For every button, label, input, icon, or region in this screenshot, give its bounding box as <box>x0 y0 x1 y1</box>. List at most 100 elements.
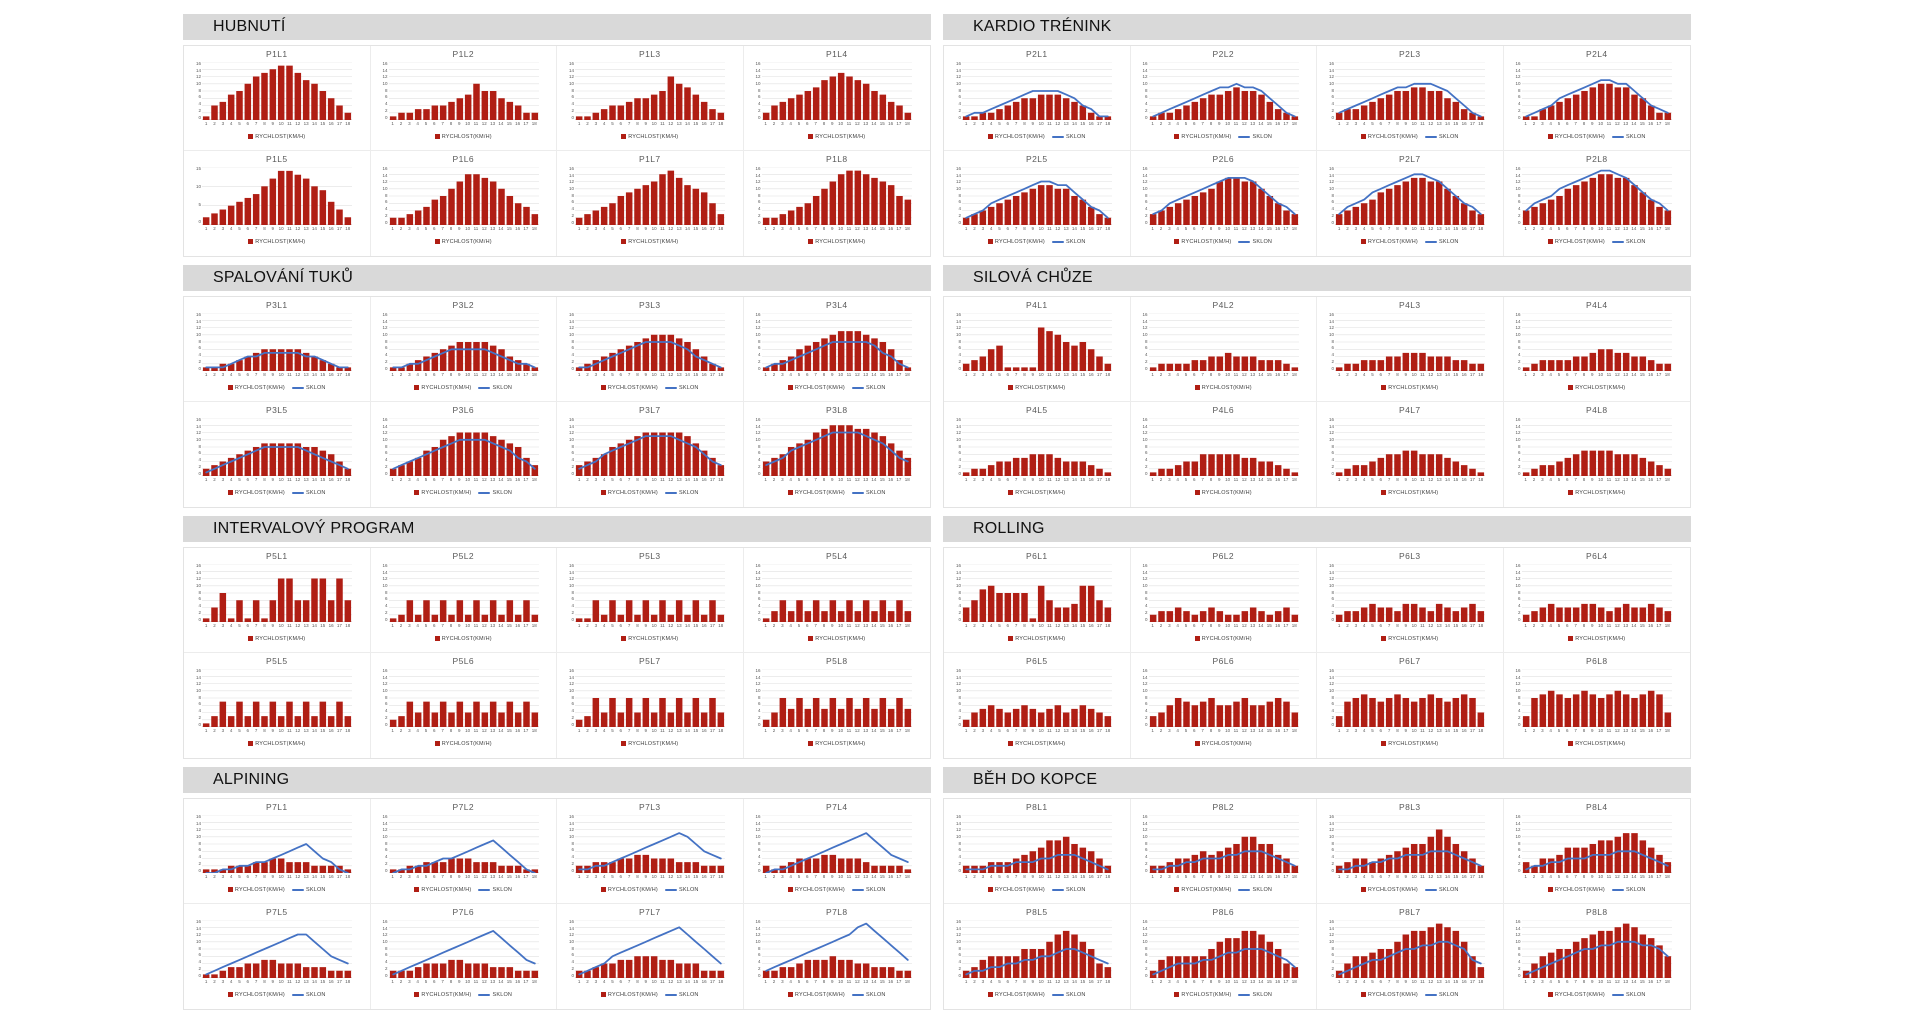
mini-chart: P1L4 16 14 12 10 8 6 4 2 0 1 2 3 4 5 6 7 8 9 10 11 12 13 14 15 16… <box>743 46 930 151</box>
speed-bar <box>650 712 658 727</box>
x-tick-label: 15 <box>693 623 699 628</box>
x-tick-label: 16 <box>515 623 521 628</box>
speed-bar <box>870 708 878 727</box>
x-tick-label: 6 <box>246 728 250 733</box>
x-tick-label: 13 <box>863 121 869 126</box>
x-tick-label: 16 <box>328 623 334 628</box>
speed-bar <box>211 607 218 622</box>
speed-bar <box>244 356 252 371</box>
x-tick-label: 7 <box>1201 874 1204 879</box>
y-tick-label: 2 <box>571 358 574 364</box>
speed-bar <box>762 865 769 873</box>
speed-bar <box>1266 941 1273 978</box>
y-tick-label: 10 <box>195 183 201 189</box>
x-tick-label: 3 <box>1541 979 1544 984</box>
y-tick-label: 14 <box>1515 67 1521 73</box>
speed-bar <box>667 959 675 978</box>
y-tick-label: 8 <box>384 840 388 846</box>
plot-area: 16 14 12 10 8 6 4 2 0 <box>559 919 741 978</box>
speed-bar <box>979 356 987 371</box>
x-tick-label: 16 <box>1461 226 1467 231</box>
speed-bar <box>464 174 471 225</box>
y-tick-label: 4 <box>958 854 961 860</box>
legend-item: SKLON <box>664 887 699 893</box>
speed-bar <box>600 862 608 873</box>
speed-bar <box>219 701 227 727</box>
x-tick-label: 2 <box>586 728 589 733</box>
speed-bar <box>1232 614 1240 622</box>
legend-label: SKLON <box>1625 991 1646 998</box>
x-tick-label: 17 <box>1283 728 1289 733</box>
y-tick-label: 0 <box>571 867 574 873</box>
slope-series-swatch <box>478 491 491 494</box>
speed-bar <box>294 862 302 873</box>
y-axis: 16 14 12 10 8 6 4 2 0 <box>377 312 389 371</box>
legend-item: RYCHLOST(KM/H) <box>600 887 658 893</box>
x-tick-label: 16 <box>888 121 894 126</box>
speed-bar <box>327 454 335 476</box>
x-tick-label: 1 <box>1524 979 1527 984</box>
legend-label: RYCHLOST(KM/H) <box>234 991 285 998</box>
x-tick-label: 7 <box>441 477 444 482</box>
speed-bar <box>887 708 894 727</box>
slope-line <box>965 948 1109 976</box>
x-tick-label: 13 <box>1063 121 1069 126</box>
y-tick-label: 6 <box>1517 701 1521 707</box>
x-tick-label: 11 <box>1047 477 1052 482</box>
chart-title: P2L2 <box>1212 49 1234 59</box>
chart-legend: RYCHLOST(KM/H) <box>1133 739 1315 748</box>
plot-canvas <box>202 62 352 120</box>
legend-label: RYCHLOST(KM/H) <box>441 238 492 245</box>
x-tick-label: 10 <box>278 477 284 482</box>
y-axis: 16 14 12 10 8 6 4 2 0 <box>1137 166 1149 225</box>
slope-line <box>1151 176 1296 215</box>
chart-grid: P7L1 16 14 12 10 8 6 4 2 0 1 2 3 4 5 6 7 8 9 10 11 12 13 14 15 16… <box>183 798 931 1010</box>
x-tick-label: 11 <box>1606 623 1612 628</box>
speed-bar <box>962 217 970 225</box>
y-tick-label: 16 <box>1328 166 1334 171</box>
x-tick-label: 15 <box>879 623 885 628</box>
speed-series-swatch <box>1174 992 1180 997</box>
x-tick-label: 13 <box>1436 477 1442 482</box>
speed-bar <box>1589 603 1596 622</box>
y-axis: 16 14 12 10 8 6 4 2 0 <box>377 668 389 727</box>
y-tick-label: 0 <box>1517 867 1521 873</box>
x-tick-label: 3 <box>221 623 225 628</box>
mini-chart: P8L5 16 14 12 10 8 6 4 2 0 1 2 3 4 5 6 7 8 9 10 11 12 13 14 15 16… <box>944 904 1131 1009</box>
x-tick-label: 4 <box>602 477 606 482</box>
x-axis-labels: 1 2 3 4 5 6 7 8 9 10 11 12 13 14 15 16 17 18 <box>1335 372 1485 379</box>
y-tick-label: 6 <box>571 94 574 100</box>
legend-item: RYCHLOST(KM/H) <box>1381 385 1438 391</box>
speed-bar <box>904 611 911 622</box>
speed-bar <box>779 101 786 120</box>
x-tick-label: 6 <box>246 477 250 482</box>
plot-canvas <box>1148 418 1299 476</box>
y-tick-label: 14 <box>382 569 388 575</box>
chart-legend: RYCHLOST(KM/H) <box>186 739 368 748</box>
legend-label: SKLON <box>492 489 513 496</box>
y-tick-label: 10 <box>568 81 574 87</box>
y-tick-label: 2 <box>384 463 388 469</box>
x-tick-label: 9 <box>271 121 275 126</box>
mini-chart: P2L8 16 14 12 10 8 6 4 2 0 1 2 3 4 5 6 7 8 9 10 11 12 13 14 15 16… <box>1504 151 1691 256</box>
mini-chart: P6L2 16 14 12 10 8 6 4 2 0 1 2 3 4 5 6 7 8 9 10 11 12 13 14 15 16… <box>1130 548 1317 653</box>
speed-bar <box>319 865 327 873</box>
x-axis-labels: 1 2 3 4 5 6 7 8 9 10 11 12 13 14 15 16 17 18 <box>389 121 539 128</box>
y-tick-label: 2 <box>384 107 388 113</box>
x-tick-label: 10 <box>838 226 844 231</box>
speed-bar <box>854 331 861 371</box>
x-tick-label: 18 <box>1105 874 1111 879</box>
speed-bar <box>497 967 505 978</box>
speed-series-swatch <box>1568 385 1574 390</box>
speed-bar <box>522 457 530 476</box>
legend-label: SKLON <box>678 489 699 496</box>
x-tick-label: 12 <box>295 121 301 126</box>
speed-bar <box>770 363 778 371</box>
speed-bar <box>1580 690 1588 727</box>
y-tick-label: 6 <box>198 701 201 707</box>
x-tick-label: 17 <box>1469 874 1475 879</box>
x-tick-label: 1 <box>764 477 767 482</box>
y-tick-label: 14 <box>195 820 201 826</box>
x-tick-label: 12 <box>1428 372 1434 377</box>
chart-legend: RYCHLOST(KM/H) SKLON <box>186 990 368 999</box>
